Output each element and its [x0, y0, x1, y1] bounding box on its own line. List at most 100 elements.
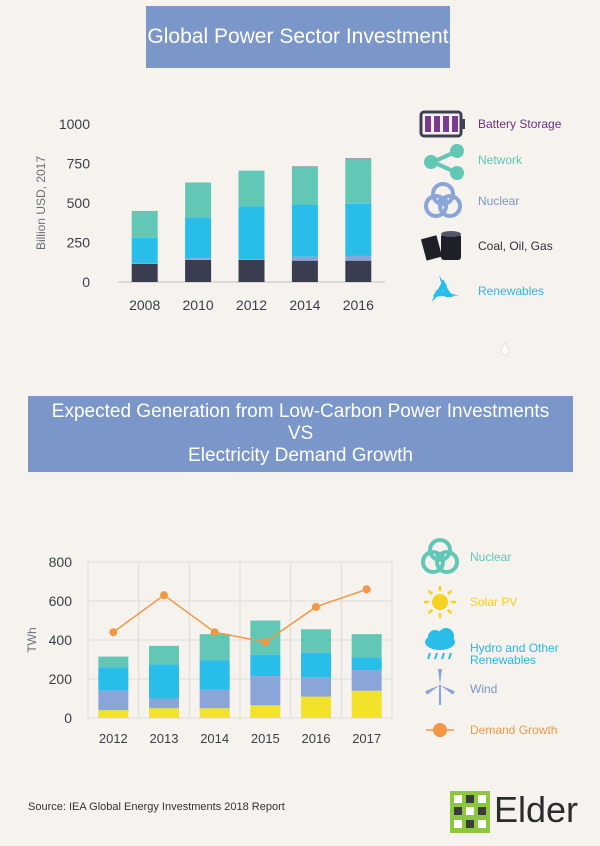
chart1-legend-label: Nuclear [478, 194, 519, 208]
chart1-legend: Battery Storage Network Nuclear Coal, Oil, … [419, 110, 562, 303]
chart1-bar-segment [238, 259, 265, 260]
chart1-ytick: 250 [67, 235, 91, 251]
chart2-xtick: 2015 [251, 731, 280, 746]
chart1-ytick: 750 [67, 156, 91, 172]
chart2-bar-segment [301, 629, 331, 653]
chart1-ylabel: Billion USD, 2017 [34, 156, 48, 250]
chart1-xtick: 2012 [236, 297, 267, 313]
chart2-plot: 0 200 400 600 800 TWh 2012 2013 2014 2015 2016 2017 [25, 554, 393, 746]
chart1-bar-segment [131, 263, 158, 282]
chart1-bar-segment [291, 260, 318, 282]
demand-growth-point [160, 591, 168, 600]
chart1-ytick: 1000 [59, 116, 90, 132]
wind-turbine-icon [425, 669, 455, 705]
chart1-bar-segment [185, 258, 212, 260]
rain-cloud-icon [425, 628, 455, 660]
chart2-legend-label: Solar PV [470, 595, 517, 609]
chart2-bar-segment [199, 689, 230, 709]
chart1-bar-segment [291, 256, 318, 261]
chart1-plot: 0 250 500 750 1000 Billion USD, 2017 2008 2010 2… [34, 116, 385, 313]
chart2-bar-segment [149, 664, 179, 699]
chart2-bar-segment [351, 657, 382, 671]
battery-icon [419, 110, 465, 138]
chart1-bar-segment [185, 259, 212, 282]
chart2-ytick: 600 [49, 593, 73, 609]
recycle-icon [431, 275, 459, 303]
chart2-bar-segment [250, 620, 281, 655]
chart1-legend-label: Renewables [478, 284, 544, 298]
chart1-bar-segment [131, 263, 158, 264]
chart2-bar-segment [199, 708, 230, 718]
logo-wordmark: Elder [494, 789, 579, 830]
chart2-bar-segment [149, 708, 179, 718]
chart2-bar-segment [301, 696, 331, 718]
chart2-legend: Nuclear Solar PV Hydro and OtherRenewables… [421, 538, 559, 737]
chart2-bar-segment [351, 634, 382, 658]
chart1-legend-label: Coal, Oil, Gas [478, 239, 553, 253]
chart2-bar-segment [98, 667, 129, 691]
chart1-xtick: 2016 [343, 297, 374, 313]
chart1-bar-segment [185, 218, 212, 259]
chart1-xtick: 2008 [129, 297, 160, 313]
chart1-bar-segment [345, 255, 372, 261]
chart2-xtick: 2012 [99, 731, 128, 746]
chart2-bar-segment [250, 676, 281, 706]
chart2-legend-label: Demand Growth [470, 723, 557, 737]
barrel-icon [420, 231, 461, 261]
chart2-ylabel: TWh [25, 627, 39, 652]
chart2-legend-label: Renewables [470, 653, 536, 667]
chart2-ytick: 800 [49, 554, 73, 570]
demand-growth-point [109, 628, 118, 637]
chart2-bar-segment [98, 710, 129, 718]
droplet-icon [500, 342, 510, 356]
chart2-xtick: 2014 [200, 731, 229, 746]
chart2-bar-segment [301, 677, 331, 697]
source-note: Source: IEA Global Energy Investments 20… [28, 801, 285, 813]
chart1-bar-segment [291, 166, 318, 205]
chart1-bar-segment [238, 170, 265, 207]
network-icon [424, 144, 464, 180]
demand-growth-point [261, 637, 270, 646]
chart1-xtick: 2010 [183, 297, 214, 313]
chart2-ytick: 200 [49, 671, 73, 687]
chart2-title: Expected Generation from Low-Carbon Powe… [28, 396, 573, 472]
chart2-title-line2: VS [287, 423, 314, 444]
chart2-title-line3: Electricity Demand Growth [188, 445, 413, 466]
chart2-legend-label: Nuclear [470, 550, 511, 564]
chart2-bar-segment [351, 670, 382, 691]
sun-icon [424, 586, 456, 618]
chart2-bar-segment [250, 705, 281, 718]
chart1-legend-label: Network [478, 153, 523, 167]
chart1-legend-label: Battery Storage [478, 117, 562, 131]
logo-mark-icon [450, 791, 490, 833]
chart2-legend-label: Hydro and Other [470, 641, 559, 655]
chart2-bar-segment [301, 652, 331, 678]
chart1-bar-segment [345, 203, 372, 256]
chart2-ytick: 0 [64, 710, 72, 726]
biohazard-icon [421, 538, 459, 574]
chart1-bar-segment [185, 182, 212, 219]
chart1-xtick: 2014 [289, 297, 320, 313]
chart2-bar-segment [98, 656, 129, 668]
demand-growth-line [112, 588, 367, 643]
chart1-bar-segment [131, 210, 158, 238]
biohazard-icon [424, 182, 462, 218]
demand-growth-point [210, 628, 219, 637]
demand-growth-point [362, 585, 371, 594]
chart2-xtick: 2016 [302, 731, 331, 746]
line-marker-icon [426, 723, 454, 737]
chart1-title: Global Power Sector Investment [146, 6, 450, 68]
chart2-ytick: 400 [49, 632, 73, 648]
chart2-bar-segment [149, 645, 179, 665]
chart1-bar-segment [238, 259, 265, 282]
chart2-xtick: 2017 [352, 731, 381, 746]
chart2-bar-segment [149, 698, 179, 709]
chart2-bar-segment [250, 654, 281, 677]
chart2-title-line1: Expected Generation from Low-Carbon Powe… [51, 401, 550, 422]
demand-growth-point [312, 602, 320, 611]
chart2-xtick: 2013 [150, 731, 179, 746]
chart2-bar-segment [98, 690, 129, 711]
chart1-bar-segment [238, 206, 265, 260]
chart1-bar-segment [345, 260, 372, 282]
